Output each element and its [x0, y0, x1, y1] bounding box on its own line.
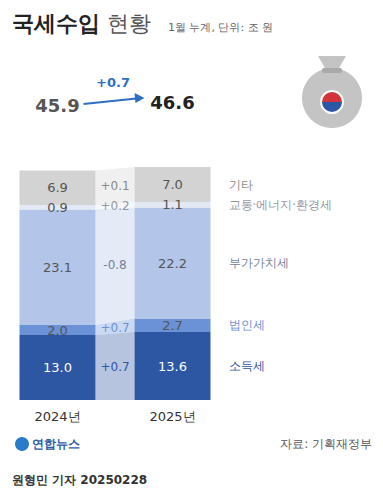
svg-text:2024년: 2024년 — [34, 409, 80, 424]
svg-text:7.0: 7.0 — [162, 177, 183, 192]
svg-text:법인세: 법인세 — [229, 318, 265, 332]
svg-text:자료: 기획재정부: 자료: 기획재정부 — [280, 437, 372, 451]
svg-text:46.6: 46.6 — [150, 92, 194, 113]
svg-text:부가가치세: 부가가치세 — [229, 256, 289, 270]
svg-text:45.9: 45.9 — [35, 95, 79, 116]
svg-text:13.6: 13.6 — [158, 359, 187, 374]
svg-text:연합뉴스: 연합뉴스 — [32, 437, 80, 451]
svg-text:+0.7: +0.7 — [96, 75, 130, 90]
svg-text:1.1: 1.1 — [162, 197, 183, 212]
svg-text:+0.1: +0.1 — [100, 179, 129, 193]
svg-text:13.0: 13.0 — [43, 360, 72, 375]
svg-text:교통·에너지·환경세: 교통·에너지·환경세 — [229, 198, 333, 212]
svg-text:+0.7: +0.7 — [100, 360, 129, 374]
svg-text:+0.7: +0.7 — [100, 321, 129, 335]
svg-text:22.2: 22.2 — [158, 256, 187, 271]
svg-text:-0.8: -0.8 — [103, 258, 126, 272]
svg-text:6.9: 6.9 — [47, 180, 68, 195]
svg-text:원형민 기자 20250228: 원형민 기자 20250228 — [12, 473, 147, 487]
svg-text:현황: 현황 — [100, 11, 151, 36]
svg-text:기타: 기타 — [229, 178, 253, 192]
svg-text:1월 누계, 단위: 조 원: 1월 누계, 단위: 조 원 — [168, 21, 273, 34]
svg-text:23.1: 23.1 — [43, 260, 72, 275]
svg-text:2.0: 2.0 — [47, 323, 68, 338]
svg-text:2.7: 2.7 — [162, 318, 183, 333]
svg-text:국세수입: 국세수입 — [12, 11, 100, 36]
svg-text:2025년: 2025년 — [149, 409, 195, 424]
svg-text:0.9: 0.9 — [47, 200, 68, 215]
svg-text:+0.2: +0.2 — [100, 199, 129, 213]
svg-text:소득세: 소득세 — [229, 359, 265, 373]
